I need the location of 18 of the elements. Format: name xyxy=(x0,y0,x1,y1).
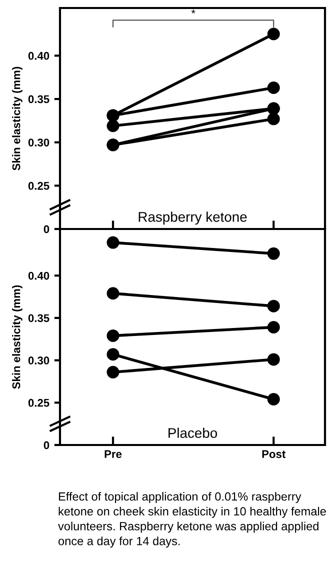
y-tick-label: 0.25 xyxy=(28,398,50,407)
y-tick-label: 0.40 xyxy=(28,272,50,280)
x-tick-label: Pre xyxy=(104,450,122,458)
y-tick-label: 0.40 xyxy=(28,52,50,60)
y-tick-label: 0.30 xyxy=(28,138,50,146)
y-axis-title: Skin elasticity (mm) xyxy=(12,285,22,389)
text: Raspberry ketone xyxy=(138,212,247,225)
y-tick-label: 0.25 xyxy=(28,182,50,190)
text: Effect of topical application of 0.01% raspberry ketone on cheek skin elasticity in 10 healthy female volunteers. Raspberry ketone was applied applied once a day for 14 days. xyxy=(58,492,326,548)
text: Placebo xyxy=(168,428,218,438)
y-axis-title: Skin elasticity (mm) xyxy=(12,66,22,170)
y-tick-label: 0.35 xyxy=(28,314,50,322)
y-tick-label: 0 xyxy=(44,441,50,450)
y-tick-label: 0.30 xyxy=(28,356,50,364)
x-tick-label: Post xyxy=(262,450,286,458)
y-tick-label: 0.35 xyxy=(28,95,50,104)
y-tick-label: 0 xyxy=(44,225,50,234)
annotation: * xyxy=(191,10,196,14)
